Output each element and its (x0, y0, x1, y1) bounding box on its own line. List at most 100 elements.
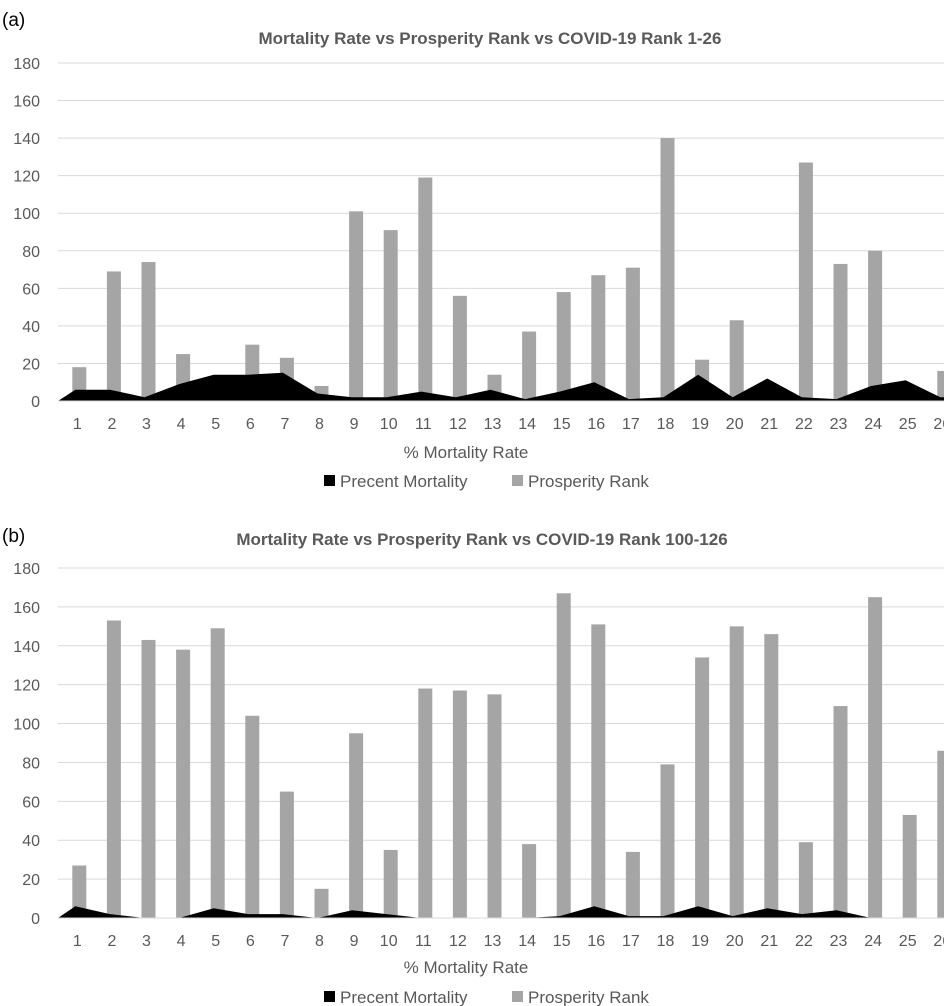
x-tick-label: 6 (246, 416, 255, 433)
y-tick-label: 20 (22, 872, 40, 889)
chart-panel-b: (b) Mortality Rate vs Prosperity Rank vs… (2, 526, 944, 1006)
x-tick-label: 5 (211, 416, 220, 433)
bar-prosperity-b-3 (141, 639, 156, 918)
x-tick-label: 26 (933, 933, 944, 950)
bar-prosperity-a-22 (798, 162, 813, 401)
y-tick-label: 120 (13, 169, 40, 186)
bar-prosperity-b-12 (452, 690, 467, 918)
x-tick-label: 4 (177, 416, 186, 433)
x-tick-label: 24 (864, 933, 882, 950)
x-tick-labels-b: 1 2 3 4 5 6 7 8 9 10 11 12 13 14 15 16 17 18 19 20 21 22 23 24 2… (73, 933, 944, 950)
y-tick-label: 40 (22, 319, 40, 336)
bar-prosperity-b-22 (798, 842, 813, 918)
y-tick-label: 160 (13, 94, 40, 111)
legend-swatch-mortality-a (324, 475, 335, 486)
bar-prosperity-a-17 (625, 267, 640, 401)
bar-prosperity-a-26 (937, 370, 944, 401)
x-tick-label: 7 (280, 933, 289, 950)
gridlines-a (58, 62, 944, 402)
y-tick-label: 100 (13, 717, 40, 734)
legend-b: Precent Mortality Prosperity Rank (324, 988, 649, 1006)
bar-prosperity-b-17 (625, 851, 640, 918)
chart-title-a: Mortality Rate vs Prosperity Rank vs COV… (259, 29, 722, 48)
bar-prosperity-a-15 (556, 292, 571, 401)
x-tick-label: 14 (518, 933, 536, 950)
x-tick-label: 3 (142, 933, 151, 950)
bar-prosperity-a-12 (452, 295, 467, 401)
bar-prosperity-b-20 (729, 626, 744, 918)
x-tick-label: 2 (107, 416, 116, 433)
bar-prosperity-b-24 (868, 597, 883, 918)
y-tick-label: 140 (13, 639, 40, 656)
y-tick-label: 40 (22, 833, 40, 850)
x-tick-label: 20 (726, 933, 744, 950)
bars-b (72, 593, 944, 918)
y-tick-label: 20 (22, 356, 40, 373)
y-tick-labels-a: 0 20 40 60 80 100 120 140 160 180 (13, 56, 40, 411)
area-a (58, 372, 944, 402)
y-tick-label: 120 (13, 678, 40, 695)
area-mortality-b (58, 906, 944, 918)
bar-prosperity-b-8 (314, 888, 329, 918)
x-tick-label: 6 (246, 933, 255, 950)
x-tick-label: 4 (177, 933, 186, 950)
bar-prosperity-a-10 (383, 230, 398, 401)
bar-prosperity-b-23 (833, 706, 848, 918)
panel-label-a: (a) (2, 10, 25, 31)
x-tick-labels-a: 1 2 3 4 5 6 7 8 9 10 11 12 13 14 15 16 17 18 19 20 21 22 23 24 2… (73, 416, 944, 433)
bar-prosperity-b-15 (556, 593, 571, 918)
bar-prosperity-b-14 (522, 844, 537, 918)
x-axis-label-a: % Mortality Rate (404, 443, 529, 462)
y-tick-label: 60 (22, 794, 40, 811)
bar-prosperity-b-25 (902, 814, 917, 918)
x-tick-label: 15 (553, 416, 571, 433)
x-tick-label: 12 (449, 416, 467, 433)
bar-prosperity-a-2 (106, 271, 121, 401)
bar-prosperity-b-16 (591, 624, 606, 918)
x-tick-label: 10 (380, 416, 398, 433)
x-tick-label: 19 (691, 416, 709, 433)
x-tick-label: 3 (142, 416, 151, 433)
x-tick-label: 18 (657, 416, 675, 433)
legend-a: Precent Mortality Prosperity Rank (324, 472, 649, 491)
x-tick-label: 17 (622, 933, 640, 950)
legend-label-prosperity-a: Prosperity Rank (528, 472, 649, 491)
bar-prosperity-a-3 (141, 262, 156, 401)
x-tick-label: 23 (830, 416, 848, 433)
y-tick-label: 160 (13, 600, 40, 617)
chart-panel-a: (a) Mortality Rate vs Prosperity Rank vs… (2, 10, 944, 491)
y-tick-label: 140 (13, 131, 40, 148)
y-tick-label: 0 (31, 394, 40, 411)
y-tick-label: 100 (13, 206, 40, 223)
x-tick-label: 8 (315, 416, 324, 433)
y-tick-label: 180 (13, 561, 40, 578)
x-tick-label: 14 (518, 416, 536, 433)
x-tick-label: 1 (73, 933, 82, 950)
bar-prosperity-b-1 (72, 865, 87, 918)
bar-prosperity-a-18 (660, 138, 675, 401)
x-axis-label-b: % Mortality Rate (404, 958, 529, 977)
chart-title-b: Mortality Rate vs Prosperity Rank vs COV… (236, 530, 727, 549)
area-mortality-a (58, 372, 944, 401)
x-tick-label: 13 (484, 416, 502, 433)
x-tick-label: 17 (622, 416, 640, 433)
legend-label-mortality-b: Precent Mortality (340, 988, 468, 1006)
bar-prosperity-b-6 (245, 715, 260, 918)
x-tick-label: 11 (415, 416, 432, 433)
bar-prosperity-b-10 (383, 849, 398, 918)
bar-prosperity-b-21 (764, 634, 779, 918)
x-tick-label: 10 (380, 933, 398, 950)
x-tick-label: 22 (795, 416, 813, 433)
panel-label-b: (b) (2, 526, 25, 547)
bar-prosperity-b-19 (695, 657, 710, 918)
bar-prosperity-b-4 (176, 649, 191, 918)
y-tick-label: 60 (22, 281, 40, 298)
bar-prosperity-b-7 (279, 791, 294, 918)
bar-prosperity-b-26 (937, 750, 944, 918)
x-tick-label: 25 (899, 933, 917, 950)
x-tick-label: 20 (726, 416, 744, 433)
y-tick-labels-b: 0 20 40 60 80 100 120 140 160 180 (13, 561, 40, 928)
bar-prosperity-b-2 (106, 620, 121, 918)
bar-prosperity-a-16 (591, 275, 606, 401)
